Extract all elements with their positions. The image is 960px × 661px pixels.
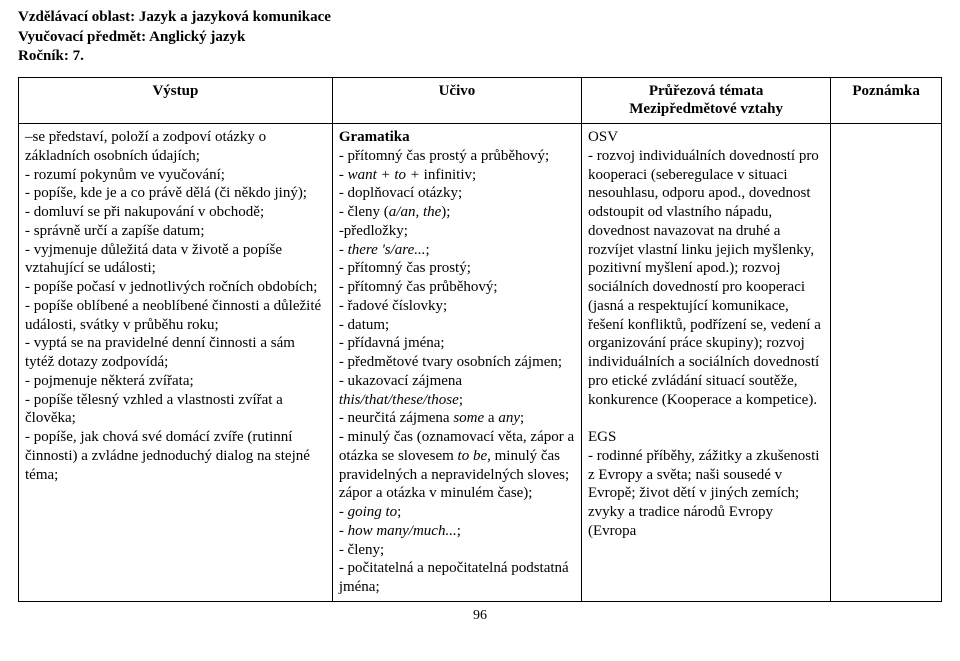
header-grade-label: Ročník: [18,48,69,64]
cell-ucivo: Gramatika- přítomný čas prostý a průběho… [332,124,581,602]
header-subject-value: Anglický jazyk [149,29,245,45]
header-grade: Ročník: 7. [18,47,942,67]
th-poznamka: Poznámka [831,77,942,124]
header-area-value: Jazyk a jazyková komunikace [139,9,331,25]
cell-prurez: OSV- rozvoj individuálních dovedností pr… [582,124,831,602]
header-subject-label: Vyučovací předmět: [18,29,146,45]
cell-poznamka [831,124,942,602]
page-number: 96 [18,608,942,624]
table-header-row: Výstup Učivo Průřezová témata Mezipředmě… [19,77,942,124]
cell-vystup: –se představí, položí a zodpoví otázky o… [19,124,333,602]
th-prurez-line1: Průřezová témata [588,82,824,101]
header-area: Vzdělávací oblast: Jazyk a jazyková komu… [18,8,942,28]
th-vystup: Výstup [19,77,333,124]
header-area-label: Vzdělávací oblast: [18,9,135,25]
table-row: –se představí, položí a zodpoví otázky o… [19,124,942,602]
document-header: Vzdělávací oblast: Jazyk a jazyková komu… [18,8,942,67]
header-grade-value: 7. [73,48,84,64]
th-ucivo: Učivo [332,77,581,124]
th-prurez-line2: Mezipředmětové vztahy [588,100,824,119]
curriculum-table: Výstup Učivo Průřezová témata Mezipředmě… [18,77,942,602]
th-prurez: Průřezová témata Mezipředmětové vztahy [582,77,831,124]
header-subject: Vyučovací předmět: Anglický jazyk [18,28,942,48]
